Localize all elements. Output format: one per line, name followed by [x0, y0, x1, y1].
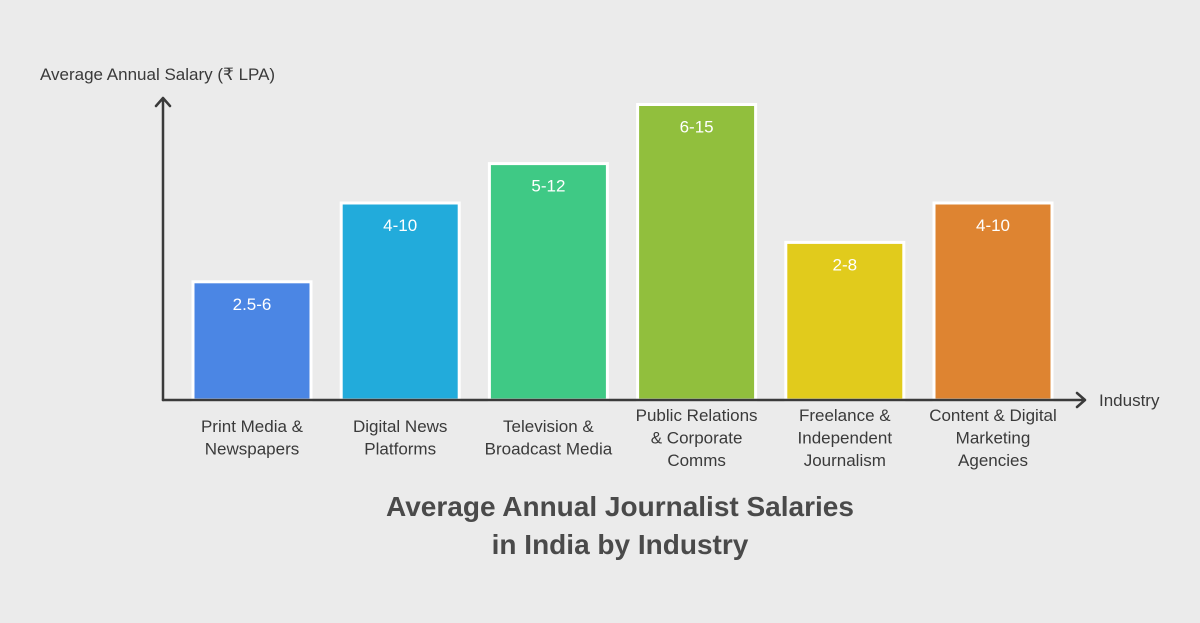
- category-label: Digital News Platforms: [353, 417, 447, 459]
- bar-value-label: 4-10: [383, 216, 417, 235]
- bar: [487, 162, 609, 402]
- category-label-line: Journalism: [804, 451, 886, 470]
- y-axis: [154, 96, 172, 402]
- bar-value-label: 5-12: [531, 177, 565, 196]
- bar: [932, 201, 1054, 402]
- y-axis-title: Average Annual Salary (₹ LPA): [40, 65, 275, 84]
- category-label-line: Broadcast Media: [485, 440, 613, 459]
- category-label-line: & Corporate: [651, 429, 743, 448]
- category-label-line: Marketing: [956, 429, 1031, 448]
- category-label-line: Freelance &: [799, 406, 891, 425]
- x-axis-title: Industry: [1099, 391, 1160, 410]
- category-label-line: Platforms: [364, 440, 436, 459]
- chart-title-line: Average Annual Journalist Salaries: [386, 491, 854, 522]
- x-axis: [161, 391, 1087, 409]
- bar-value-label: 2-8: [833, 255, 858, 274]
- bar: [339, 201, 461, 402]
- category-label: Television & Broadcast Media: [485, 417, 613, 459]
- category-label: Content & Digital Marketing Agencies: [929, 406, 1057, 470]
- category-label-line: Independent: [798, 429, 893, 448]
- chart-title-line: in India by Industry: [491, 529, 749, 560]
- bar: [636, 103, 758, 402]
- category-label-line: Agencies: [958, 451, 1028, 470]
- category-label-line: Television &: [503, 417, 594, 436]
- category-label-line: Newspapers: [205, 440, 300, 459]
- bar-value-label: 4-10: [976, 216, 1010, 235]
- category-label: Print Media & Newspapers: [201, 417, 304, 459]
- chart-title: Average Annual Journalist Salaries in In…: [0, 488, 1200, 564]
- bar-value-label: 2.5-6: [233, 295, 272, 314]
- category-label-line: Digital News: [353, 417, 447, 436]
- category-label: Freelance & Independent Journalism: [798, 406, 893, 470]
- bar: [191, 280, 313, 402]
- category-label-line: Comms: [667, 451, 726, 470]
- category-label: Public Relations & Corporate Comms: [636, 406, 758, 470]
- bar-value-label: 6-15: [680, 118, 714, 137]
- category-label-line: Public Relations: [636, 406, 758, 425]
- category-label-line: Content & Digital: [929, 406, 1057, 425]
- category-label-line: Print Media &: [201, 417, 304, 436]
